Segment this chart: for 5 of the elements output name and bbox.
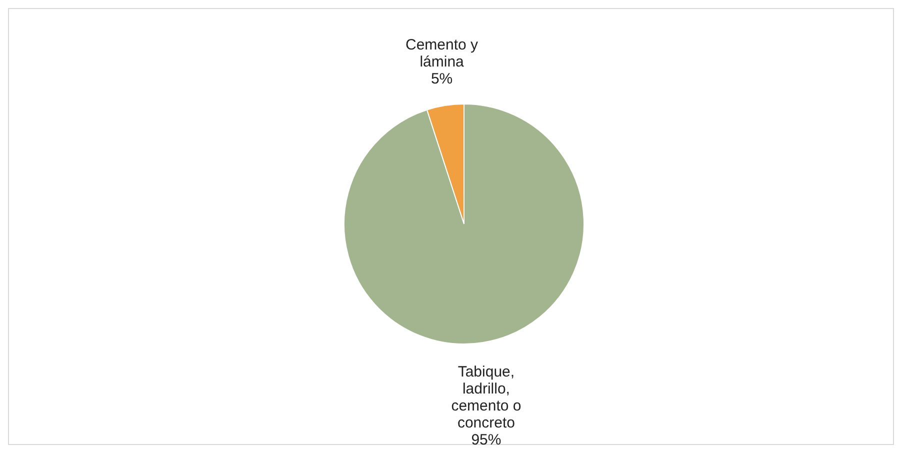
data-label: 95%: [471, 431, 502, 448]
pie-slice: [344, 104, 584, 344]
slice-label: Tabique, ladrillo, cemento o concreto: [451, 363, 522, 432]
slice-label: Cemento y lámina: [406, 36, 479, 71]
data-label: 5%: [430, 70, 453, 88]
